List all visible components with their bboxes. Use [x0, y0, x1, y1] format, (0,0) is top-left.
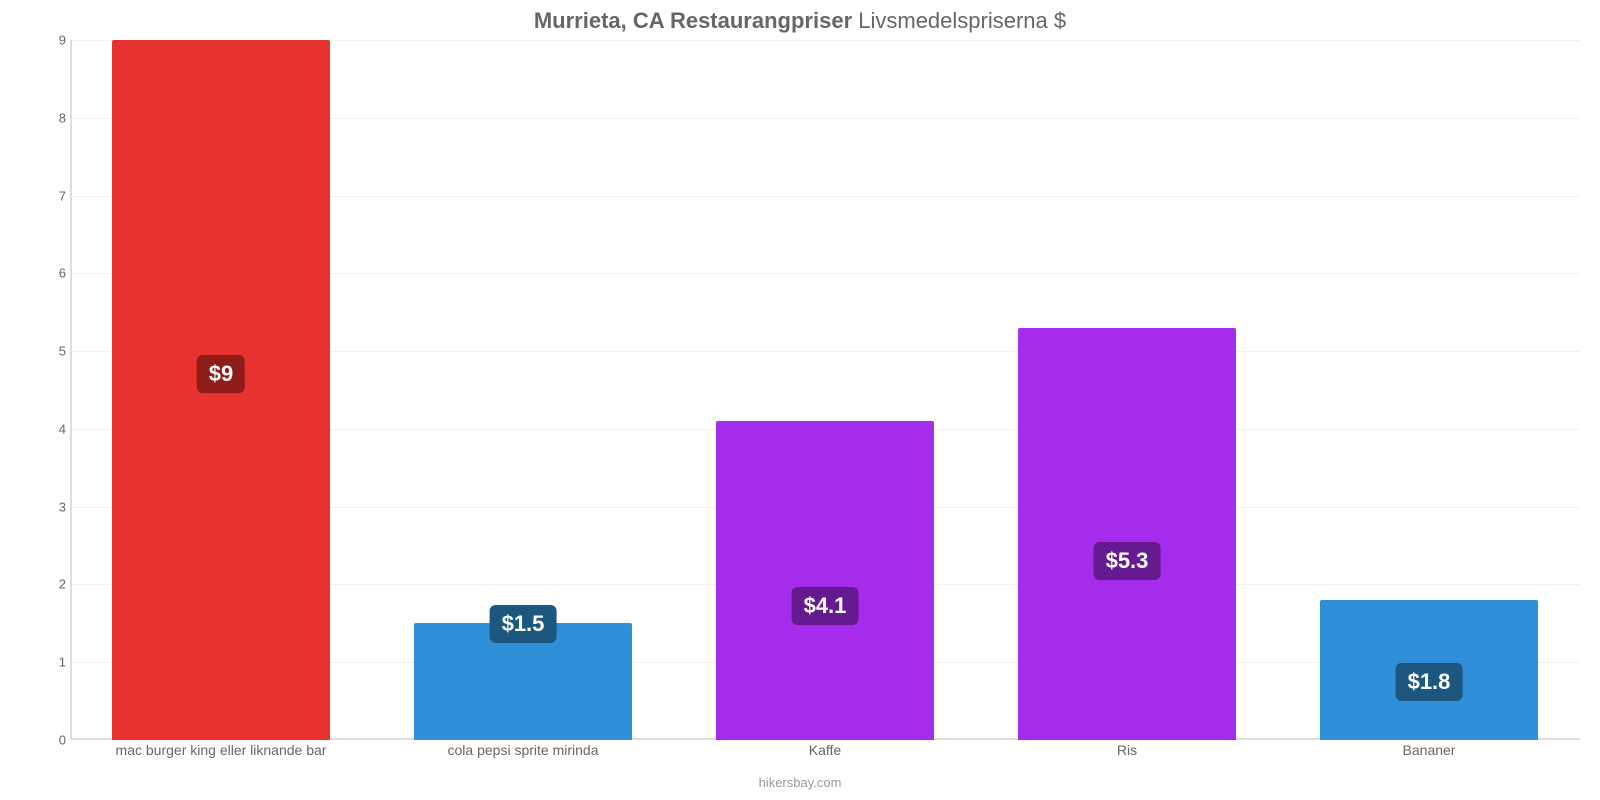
value-badge: $1.8	[1396, 663, 1463, 701]
x-axis-label: mac burger king eller liknande bar	[116, 742, 327, 758]
chart-title: Murrieta, CA Restaurangpriser Livsmedels…	[0, 8, 1600, 34]
bar-slot: $5.3	[976, 40, 1278, 740]
y-tick-label: 8	[59, 110, 66, 125]
y-tick-label: 7	[59, 188, 66, 203]
bar-slot: $9	[70, 40, 372, 740]
y-tick-label: 9	[59, 33, 66, 48]
chart-title-prefix: Murrieta, CA Restaurangpriser	[534, 8, 858, 33]
y-tick-label: 3	[59, 499, 66, 514]
bar	[1018, 328, 1235, 740]
y-tick-label: 1	[59, 655, 66, 670]
x-axis-label: Kaffe	[809, 742, 841, 758]
plot-area: 0123456789 $9$1.5$4.1$5.3$1.8	[40, 40, 1580, 740]
chart-title-highlight: Livsmedelspriserna $	[858, 8, 1066, 33]
price-bar-chart: Murrieta, CA Restaurangpriser Livsmedels…	[0, 0, 1600, 800]
bar	[716, 421, 933, 740]
footer-text: hikersbay.com	[759, 775, 842, 790]
x-axis-label: Ris	[1117, 742, 1137, 758]
y-tick-label: 4	[59, 421, 66, 436]
bar-slot: $1.5	[372, 40, 674, 740]
y-axis: 0123456789	[40, 40, 70, 740]
chart-footer: hikersbay.com	[0, 775, 1600, 790]
x-axis-labels: mac burger king eller liknande bar cola p…	[70, 742, 1580, 772]
x-axis-label: cola pepsi sprite mirinda	[448, 742, 599, 758]
bar-slot: $4.1	[674, 40, 976, 740]
bars-container: $9 $1.5 $4.1 $5.3 $1.8	[70, 40, 1580, 740]
y-tick-label: 6	[59, 266, 66, 281]
bar-slot: $1.8	[1278, 40, 1580, 740]
y-tick-label: 2	[59, 577, 66, 592]
value-badge: $4.1	[792, 587, 859, 625]
y-tick-label: 0	[59, 733, 66, 748]
y-tick-label: 5	[59, 344, 66, 359]
value-badge: $9	[197, 355, 245, 393]
value-badge: $1.5	[490, 605, 557, 643]
value-badge: $5.3	[1094, 542, 1161, 580]
x-axis-label: Bananer	[1403, 742, 1456, 758]
